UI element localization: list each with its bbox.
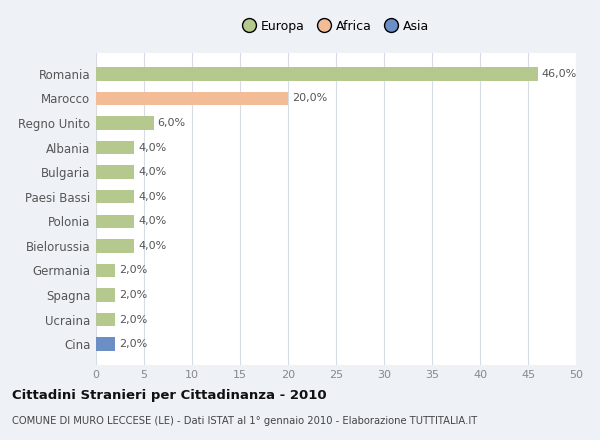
Bar	[96, 116, 154, 130]
Bar	[96, 67, 538, 81]
Text: 46,0%: 46,0%	[541, 69, 577, 79]
Bar	[96, 313, 115, 326]
Text: 4,0%: 4,0%	[138, 192, 166, 202]
Text: 4,0%: 4,0%	[138, 143, 166, 153]
Text: Cittadini Stranieri per Cittadinanza - 2010: Cittadini Stranieri per Cittadinanza - 2…	[12, 389, 326, 403]
Bar	[96, 215, 134, 228]
Bar	[96, 141, 134, 154]
Bar	[96, 239, 134, 253]
Text: 4,0%: 4,0%	[138, 216, 166, 226]
Bar	[96, 337, 115, 351]
Text: 2,0%: 2,0%	[119, 315, 147, 325]
Legend: Europa, Africa, Asia: Europa, Africa, Asia	[238, 15, 434, 38]
Text: 6,0%: 6,0%	[157, 118, 185, 128]
Text: 2,0%: 2,0%	[119, 290, 147, 300]
Text: 4,0%: 4,0%	[138, 167, 166, 177]
Text: 2,0%: 2,0%	[119, 265, 147, 275]
Bar	[96, 288, 115, 302]
Text: COMUNE DI MURO LECCESE (LE) - Dati ISTAT al 1° gennaio 2010 - Elaborazione TUTTI: COMUNE DI MURO LECCESE (LE) - Dati ISTAT…	[12, 416, 477, 426]
Text: 4,0%: 4,0%	[138, 241, 166, 251]
Text: 2,0%: 2,0%	[119, 339, 147, 349]
Bar	[96, 190, 134, 203]
Text: 20,0%: 20,0%	[292, 93, 327, 103]
Bar	[96, 264, 115, 277]
Bar	[96, 92, 288, 105]
Bar	[96, 165, 134, 179]
